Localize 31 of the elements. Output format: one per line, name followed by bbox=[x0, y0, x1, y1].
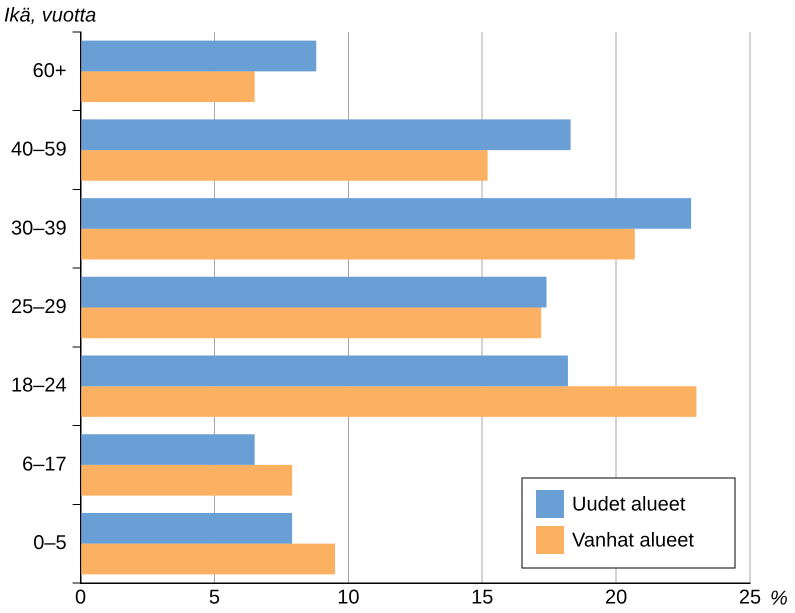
x-axis-title: % bbox=[770, 588, 788, 610]
bar bbox=[81, 71, 255, 102]
bar bbox=[81, 308, 542, 338]
y-axis-title: Ikä, vuotta bbox=[4, 4, 96, 27]
y-tick-label: 18–24 bbox=[10, 374, 67, 397]
x-tick-label: 5 bbox=[208, 586, 220, 609]
bar bbox=[81, 40, 316, 72]
x-tick-label: 15 bbox=[471, 586, 494, 609]
y-tick-label: 60+ bbox=[32, 60, 67, 82]
legend-label: Vanhat alueet bbox=[572, 530, 694, 552]
y-tick-label: 0–5 bbox=[33, 532, 67, 554]
bar bbox=[81, 356, 568, 386]
bar bbox=[81, 386, 696, 417]
x-tick-label: 20 bbox=[605, 586, 628, 609]
x-tick-label: 25 bbox=[738, 586, 762, 609]
legend-label: Uudet alueet bbox=[572, 494, 686, 516]
bar bbox=[81, 434, 255, 465]
bar bbox=[81, 464, 292, 496]
y-tick-label: 25–29 bbox=[10, 296, 67, 318]
y-tick-label: 6–17 bbox=[22, 453, 67, 476]
bar bbox=[81, 228, 635, 260]
x-tick-label: 0 bbox=[75, 586, 86, 609]
bar bbox=[81, 512, 292, 544]
bar bbox=[81, 276, 547, 308]
bar bbox=[81, 198, 692, 229]
bar bbox=[81, 119, 571, 150]
y-tick-label: 30–39 bbox=[10, 217, 67, 240]
bar bbox=[81, 150, 488, 181]
x-tick-label: 10 bbox=[337, 586, 360, 609]
bar bbox=[81, 544, 335, 574]
y-tick-label: 40–59 bbox=[10, 138, 67, 161]
